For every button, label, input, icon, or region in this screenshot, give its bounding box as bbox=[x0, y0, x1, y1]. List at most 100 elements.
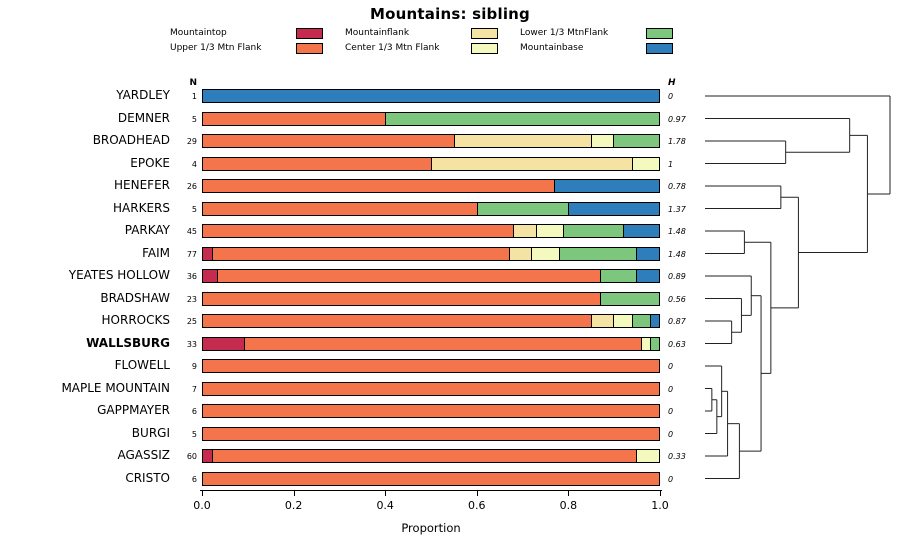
bar-segment-lower bbox=[385, 112, 659, 125]
row-h-value: 0.33 bbox=[668, 452, 686, 461]
bar-segment-flank bbox=[513, 225, 536, 237]
row-h-value: 0 bbox=[668, 407, 674, 416]
bar-segment-lower bbox=[631, 315, 650, 327]
bar-segment-base bbox=[649, 315, 659, 327]
bar-segment-upper bbox=[212, 247, 509, 260]
bar-segment-center bbox=[531, 247, 559, 260]
x-tick bbox=[293, 491, 295, 496]
row-n-value: 6 bbox=[191, 407, 197, 416]
legend-item-label: Mountainflank bbox=[345, 28, 410, 38]
row-label: DEMNER bbox=[117, 110, 170, 125]
bar-row bbox=[202, 449, 660, 463]
x-tick bbox=[385, 491, 387, 496]
bar-segment-mountaintop bbox=[203, 450, 213, 462]
row-n-value: 4 bbox=[191, 159, 197, 169]
x-axis-label: Proportion bbox=[401, 521, 461, 535]
legend-item: Lower 1/3 MtnFlank bbox=[520, 27, 673, 39]
row-h-value: 1.37 bbox=[668, 204, 686, 214]
row-h-value: 0 bbox=[668, 362, 674, 371]
bar-row bbox=[202, 336, 660, 351]
bar-segment-upper bbox=[203, 405, 659, 417]
row-label: EPOKE bbox=[130, 155, 170, 170]
legend-item-label: Mountaintop bbox=[170, 28, 227, 38]
bar-segment-upper bbox=[203, 112, 386, 125]
row-h-value: 0.97 bbox=[668, 114, 686, 124]
bar-segment-upper bbox=[203, 382, 659, 395]
row-label: HORROCKS bbox=[101, 313, 170, 327]
row-h-value: 0 bbox=[668, 474, 674, 484]
bar-segment-upper bbox=[203, 292, 600, 305]
base-swatch-icon bbox=[646, 42, 673, 54]
row-h-value: 0.89 bbox=[668, 272, 686, 281]
row-n-value: 29 bbox=[186, 137, 197, 146]
row-h-value: 0 bbox=[668, 384, 674, 394]
x-tick-label: 0.0 bbox=[193, 499, 211, 512]
bar-segment-flank bbox=[508, 247, 532, 260]
bar-segment-upper bbox=[203, 157, 431, 170]
bar-segment-lower bbox=[563, 225, 623, 237]
bar-row bbox=[202, 89, 660, 103]
bar-segment-base bbox=[636, 247, 659, 260]
bar-segment-upper bbox=[203, 202, 477, 215]
bar-row bbox=[202, 246, 660, 261]
bar-segment-upper bbox=[203, 135, 454, 147]
row-n-value: 6 bbox=[191, 474, 197, 484]
x-tick bbox=[202, 491, 203, 496]
row-label: AGASSIZ bbox=[117, 448, 171, 462]
row-n-value: 26 bbox=[186, 182, 197, 191]
bar-segment-base bbox=[554, 180, 659, 192]
bar-segment-upper bbox=[212, 450, 637, 462]
bar-row bbox=[202, 426, 660, 441]
x-tick-label: 1.0 bbox=[651, 499, 669, 512]
bar-row bbox=[202, 404, 660, 418]
row-label: WALLSBURG bbox=[86, 335, 170, 350]
row-n-value: 45 bbox=[186, 227, 197, 236]
row-n-value: 9 bbox=[191, 362, 197, 371]
bar-segment-mountaintop bbox=[203, 337, 245, 350]
row-n-value: 77 bbox=[186, 249, 197, 259]
row-n-value: 5 bbox=[191, 204, 197, 214]
flank-swatch-icon bbox=[471, 27, 498, 39]
bar-segment-upper bbox=[203, 315, 591, 327]
legend-item-label: Center 1/3 Mtn Flank bbox=[345, 43, 440, 53]
row-h-value: 0.78 bbox=[668, 182, 686, 191]
dendrogram bbox=[705, 95, 891, 479]
row-label: MAPLE MOUNTAIN bbox=[61, 380, 170, 395]
bar-segment-lower bbox=[476, 202, 568, 215]
bar-row bbox=[202, 471, 660, 486]
bar-segment-base bbox=[567, 202, 659, 215]
bar-segment-upper bbox=[216, 270, 600, 282]
row-h-value: 0.56 bbox=[668, 294, 686, 304]
bar-row bbox=[202, 134, 660, 148]
legend-item: Mountaintop bbox=[170, 27, 323, 39]
x-tick-label: 0.4 bbox=[376, 499, 394, 512]
legend-column: Mountaintop Upper 1/3 Mtn Flank bbox=[170, 27, 323, 54]
legend-item: Upper 1/3 Mtn Flank bbox=[170, 42, 323, 54]
h-column-header: H bbox=[668, 78, 676, 88]
row-label: HARKERS bbox=[113, 200, 170, 215]
bar-row bbox=[202, 381, 660, 396]
bar-row bbox=[202, 314, 660, 328]
row-label: BROADHEAD bbox=[92, 133, 170, 147]
row-n-value: 7 bbox=[191, 384, 197, 394]
row-h-value: 0.63 bbox=[668, 339, 686, 349]
row-n-value: 36 bbox=[186, 272, 197, 281]
legend-item: Center 1/3 Mtn Flank bbox=[345, 42, 498, 54]
upper-swatch-icon bbox=[296, 42, 323, 54]
bar-segment-center bbox=[640, 337, 650, 350]
x-tick-label: 0.6 bbox=[468, 499, 486, 512]
center-swatch-icon bbox=[471, 42, 498, 54]
bar-segment-base bbox=[622, 225, 659, 237]
bar-segment-upper bbox=[203, 427, 659, 440]
bar-row bbox=[202, 156, 660, 171]
bar-segment-upper bbox=[203, 472, 659, 485]
bar-row bbox=[202, 201, 660, 216]
row-n-value: 25 bbox=[186, 317, 197, 326]
x-tick bbox=[660, 491, 661, 496]
bar-segment-base bbox=[636, 270, 659, 282]
legend-item: Mountainflank bbox=[345, 27, 498, 39]
bar-segment-flank bbox=[590, 315, 614, 327]
bar-segment-lower bbox=[649, 337, 659, 350]
row-label: BRADSHAW bbox=[100, 290, 170, 305]
bar-segment-center bbox=[613, 315, 632, 327]
